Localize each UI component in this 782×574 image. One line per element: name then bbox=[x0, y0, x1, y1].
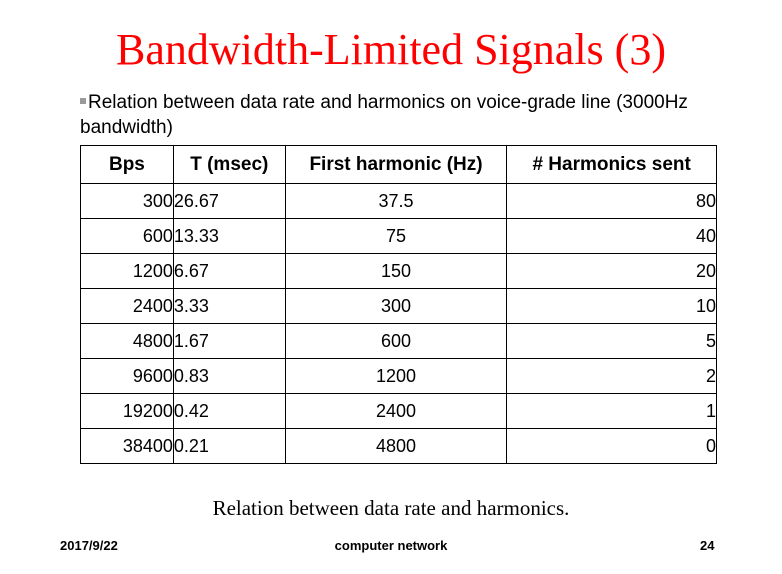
cell-first-harmonic: 4800 bbox=[284, 428, 508, 464]
cell-first-harmonic: 2400 bbox=[284, 393, 508, 429]
header-harmonics-sent: # Harmonics sent bbox=[506, 145, 717, 184]
table-row: 38400 0.21 4800 0 bbox=[80, 428, 717, 464]
cell-bps: 19200 bbox=[80, 393, 174, 429]
cell-harmonics-sent: 40 bbox=[506, 218, 717, 254]
cell-harmonics-sent: 1 bbox=[506, 393, 717, 429]
cell-bps: 600 bbox=[80, 218, 174, 254]
cell-harmonics-sent: 80 bbox=[506, 183, 717, 219]
footer-date: 2017/9/22 bbox=[60, 538, 118, 553]
cell-first-harmonic: 300 bbox=[284, 288, 508, 324]
bullet-point: Relation between data rate and harmonics… bbox=[80, 90, 720, 140]
cell-period: 6.67 bbox=[172, 253, 286, 289]
cell-period: 13.33 bbox=[172, 218, 286, 254]
bullet-square-icon bbox=[80, 97, 86, 104]
cell-bps: 300 bbox=[80, 183, 174, 219]
cell-bps: 1200 bbox=[80, 253, 174, 289]
cell-bps: 38400 bbox=[80, 428, 174, 464]
cell-bps: 2400 bbox=[80, 288, 174, 324]
table-row: 4800 1.67 600 5 bbox=[80, 323, 717, 359]
table-row: 19200 0.42 2400 1 bbox=[80, 393, 717, 429]
cell-harmonics-sent: 20 bbox=[506, 253, 717, 289]
slide-title: Bandwidth-Limited Signals (3) bbox=[116, 25, 666, 74]
footer-course-name: computer network bbox=[334, 538, 448, 553]
cell-first-harmonic: 37.5 bbox=[284, 183, 508, 219]
cell-harmonics-sent: 5 bbox=[506, 323, 717, 359]
cell-harmonics-sent: 10 bbox=[506, 288, 717, 324]
cell-period: 0.83 bbox=[172, 358, 286, 394]
table-row: 300 26.67 37.5 80 bbox=[80, 183, 717, 219]
cell-period: 1.67 bbox=[172, 323, 286, 359]
cell-period: 0.21 bbox=[172, 428, 286, 464]
cell-harmonics-sent: 0 bbox=[506, 428, 717, 464]
cell-first-harmonic: 75 bbox=[284, 218, 508, 254]
cell-first-harmonic: 1200 bbox=[284, 358, 508, 394]
table-row: 1200 6.67 150 20 bbox=[80, 253, 717, 289]
cell-period: 0.42 bbox=[172, 393, 286, 429]
footer-page-number: 24 bbox=[700, 538, 715, 553]
cell-bps: 9600 bbox=[80, 358, 174, 394]
header-bps: Bps bbox=[80, 145, 174, 184]
bullet-text: Relation between data rate and harmonics… bbox=[80, 92, 688, 138]
cell-period: 3.33 bbox=[172, 288, 286, 324]
cell-first-harmonic: 150 bbox=[284, 253, 508, 289]
table-header-row: Bps T (msec) First harmonic (Hz) # Harmo… bbox=[80, 145, 717, 184]
harmonics-table: Bps T (msec) First harmonic (Hz) # Harmo… bbox=[80, 145, 717, 464]
header-period: T (msec) bbox=[172, 145, 286, 184]
table-caption: Relation between data rate and harmonics… bbox=[212, 496, 570, 520]
table-row: 2400 3.33 300 10 bbox=[80, 288, 717, 324]
cell-bps: 4800 bbox=[80, 323, 174, 359]
cell-period: 26.67 bbox=[172, 183, 286, 219]
header-first-harmonic: First harmonic (Hz) bbox=[284, 145, 508, 184]
cell-first-harmonic: 600 bbox=[284, 323, 508, 359]
cell-harmonics-sent: 2 bbox=[506, 358, 717, 394]
table-row: 9600 0.83 1200 2 bbox=[80, 358, 717, 394]
table-row: 600 13.33 75 40 bbox=[80, 218, 717, 254]
